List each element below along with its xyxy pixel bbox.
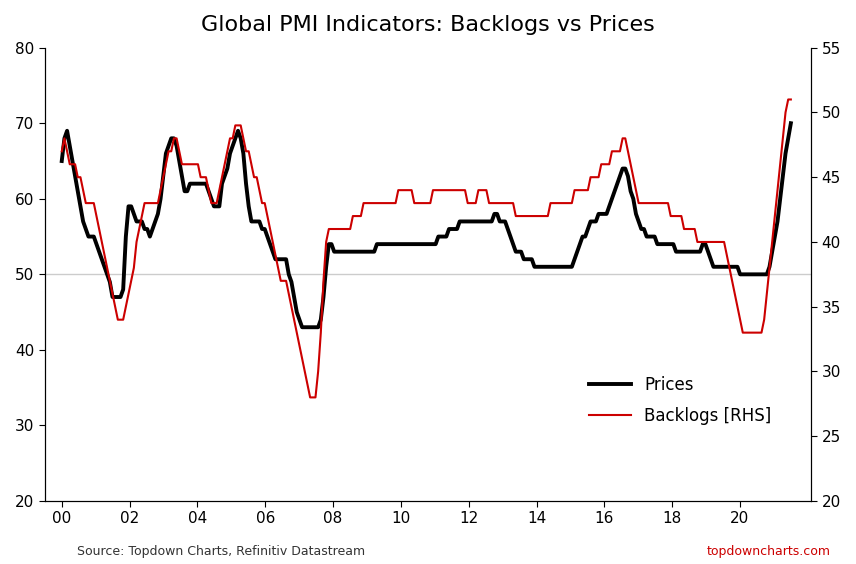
- Title: Global PMI Indicators: Backlogs vs Prices: Global PMI Indicators: Backlogs vs Price…: [201, 15, 655, 35]
- Backlogs [RHS]: [783, 96, 794, 103]
- Prices: [633, 218, 644, 225]
- Backlogs [RHS]: [567, 200, 577, 206]
- Backlogs [RHS]: [118, 316, 128, 323]
- Prices: [348, 248, 358, 255]
- Line: Backlogs [RHS]: Backlogs [RHS]: [62, 99, 791, 398]
- Backlogs [RHS]: [348, 213, 358, 219]
- Backlogs [RHS]: [56, 148, 67, 155]
- Prices: [567, 263, 577, 270]
- Prices: [687, 248, 697, 255]
- Line: Prices: Prices: [62, 123, 791, 327]
- Backlogs [RHS]: [254, 187, 265, 193]
- Prices: [297, 324, 307, 331]
- Prices: [56, 157, 67, 164]
- Prices: [786, 120, 796, 126]
- Prices: [254, 218, 265, 225]
- Backlogs [RHS]: [786, 96, 796, 103]
- Prices: [118, 286, 128, 293]
- Text: Source: Topdown Charts, Refinitiv Datastream: Source: Topdown Charts, Refinitiv Datast…: [77, 545, 366, 558]
- Backlogs [RHS]: [687, 226, 697, 232]
- Backlogs [RHS]: [305, 394, 315, 401]
- Backlogs [RHS]: [633, 200, 644, 206]
- Text: topdowncharts.com: topdowncharts.com: [706, 545, 830, 558]
- Legend: Prices, Backlogs [RHS]: Prices, Backlogs [RHS]: [581, 368, 780, 434]
